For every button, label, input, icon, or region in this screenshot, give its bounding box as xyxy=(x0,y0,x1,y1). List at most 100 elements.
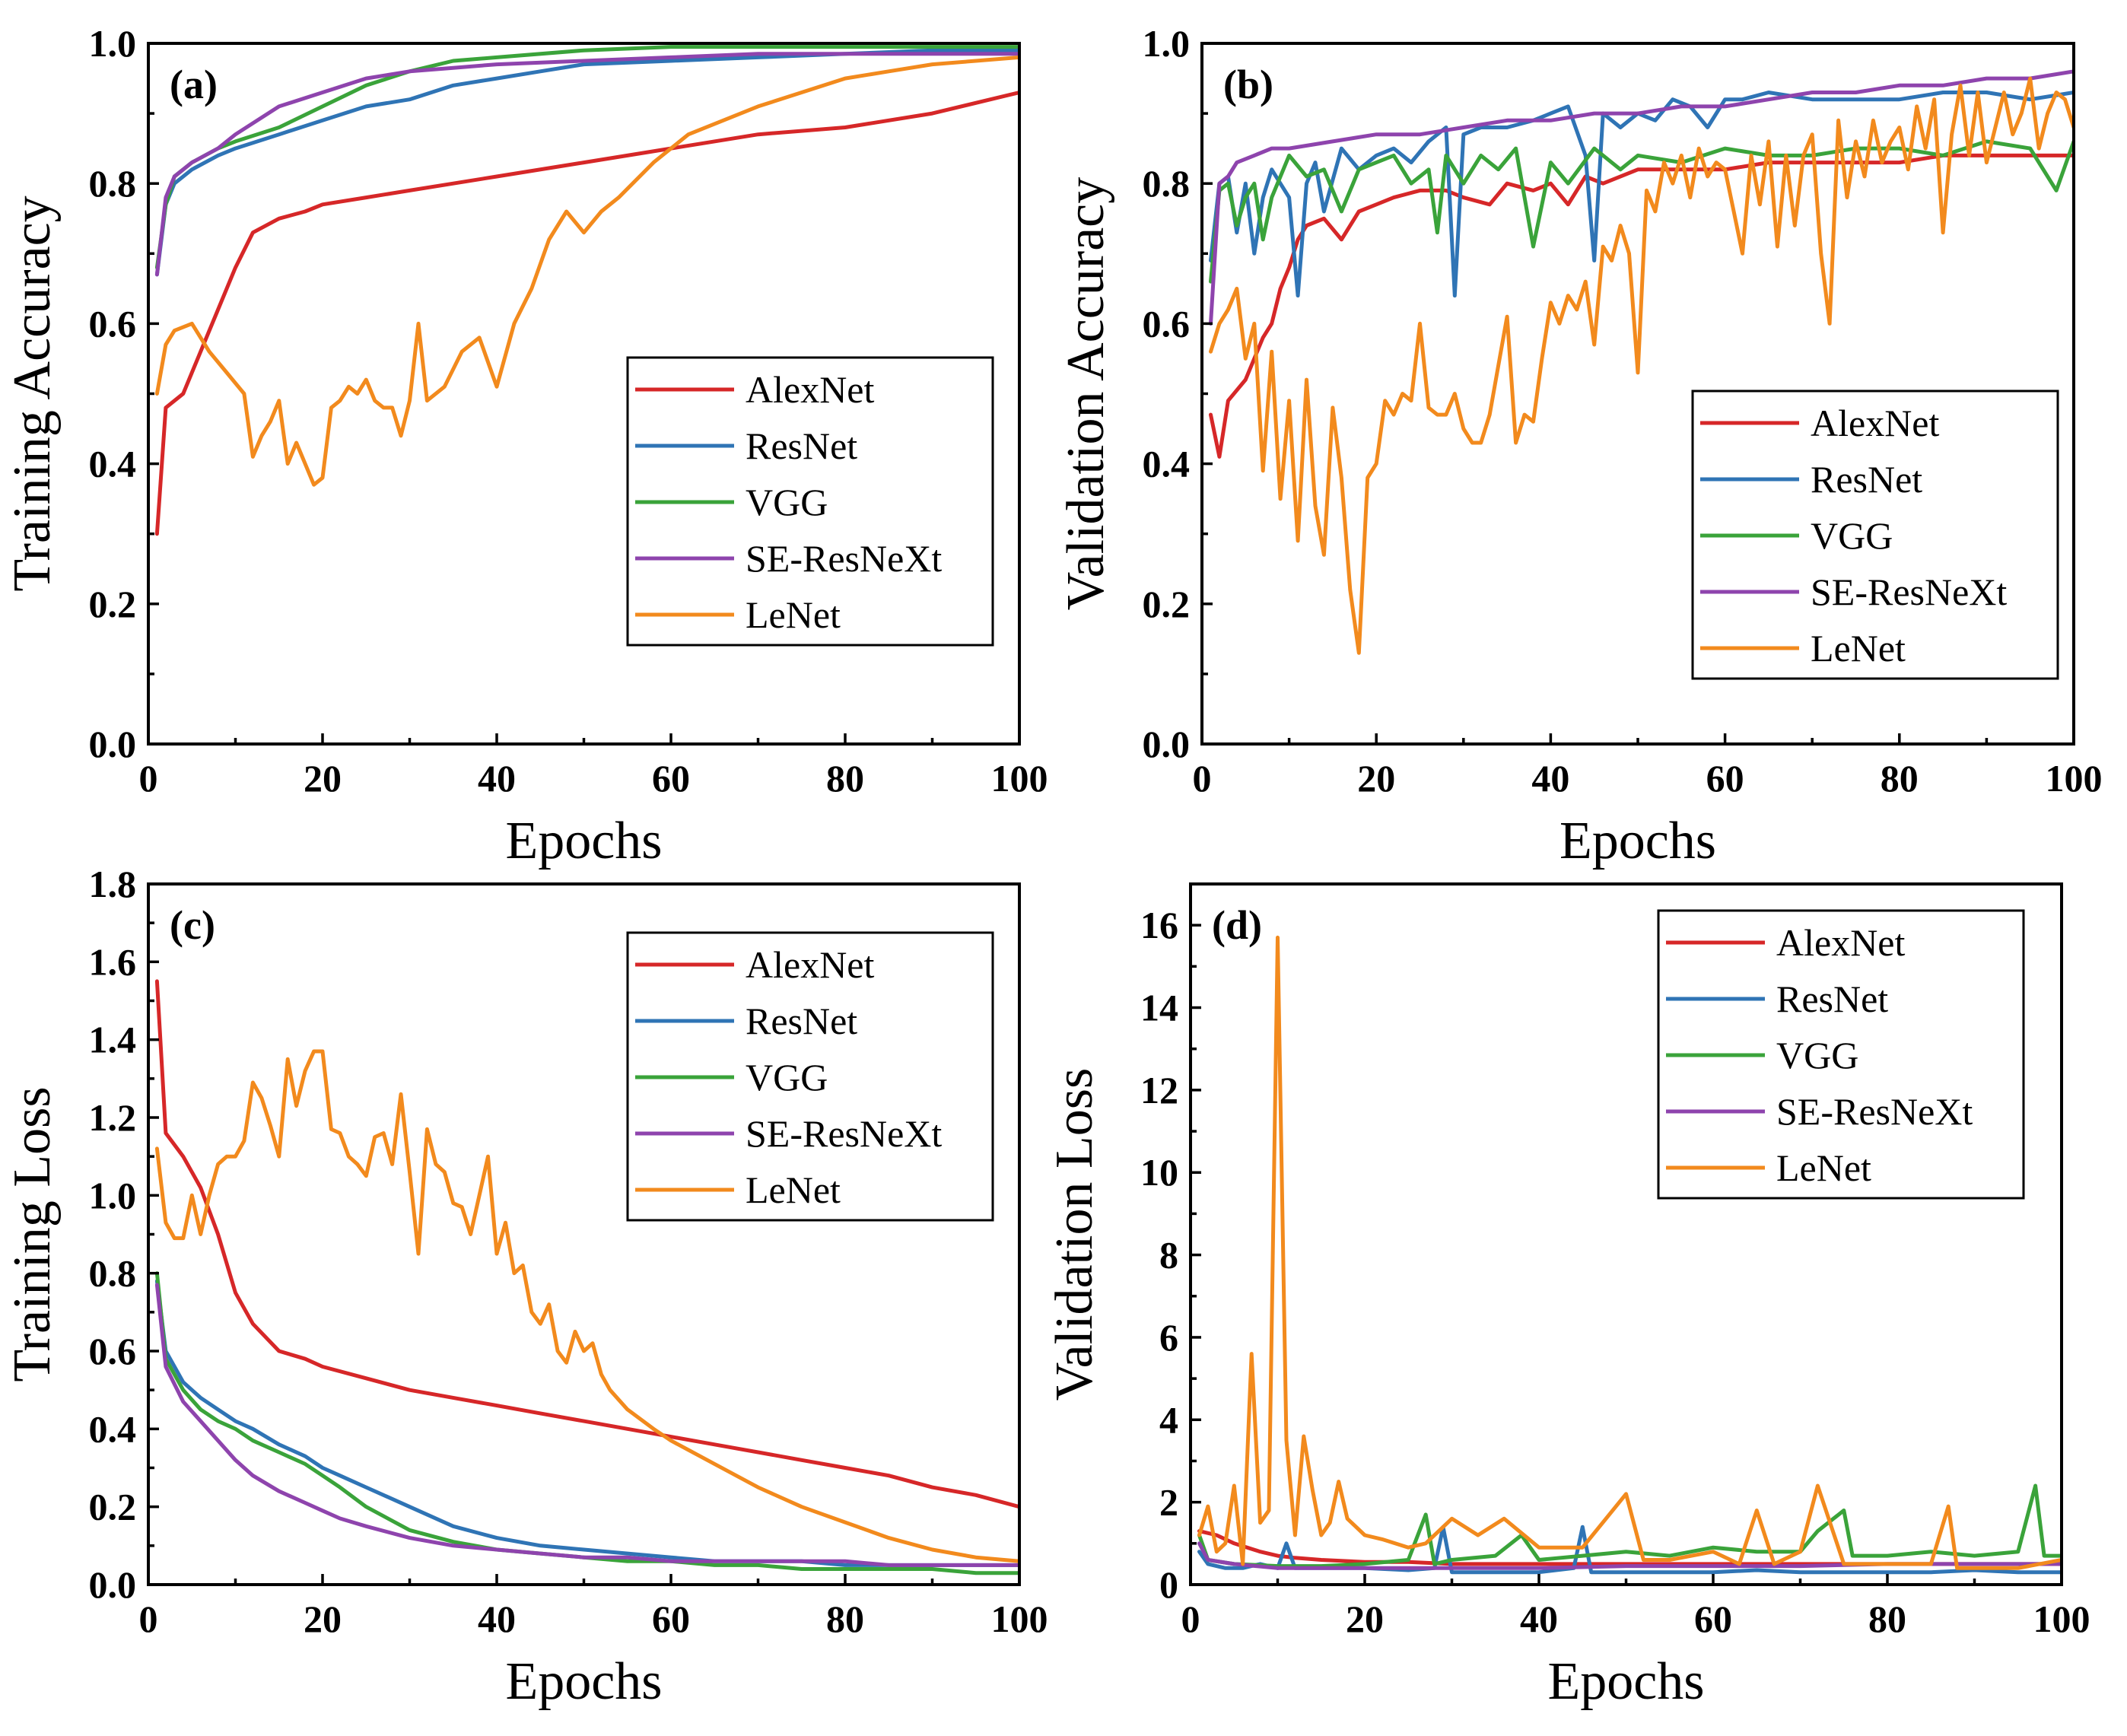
series-group xyxy=(1209,69,2074,655)
x-axis-title: Epochs xyxy=(505,812,662,870)
y-tick-label: 12 xyxy=(1140,1069,1178,1111)
series-line-alexnet xyxy=(154,979,1019,1509)
chart-panel-4: 0 20 40 60 80 100 0 2 4 6 8 10 12 14 16 Epochs Validatio… xyxy=(1045,882,2090,1711)
x-tick-label: 80 xyxy=(826,757,864,800)
legend: AlexNet ResNet VGG SE-ResNeXt LeNet xyxy=(1691,389,2059,680)
x-tick-label: 40 xyxy=(478,1598,516,1640)
series-line-lenet xyxy=(154,1049,1019,1563)
series-line-vgg xyxy=(1197,1483,2062,1569)
legend-label: ResNet xyxy=(1811,458,1922,501)
y-axis-title: Training Accuracy xyxy=(3,196,62,591)
y-tick-label: 0.2 xyxy=(89,583,137,625)
legend-label: SE-ResNeXt xyxy=(1776,1090,1973,1133)
legend-label: ResNet xyxy=(746,424,857,467)
series-line-resnet xyxy=(154,1279,1019,1567)
y-tick-label: 1.4 xyxy=(89,1019,137,1061)
y-tick-label: 1.8 xyxy=(89,863,137,905)
legend-label: AlexNet xyxy=(746,368,874,411)
series-group xyxy=(154,979,1019,1575)
panel-label: (b) xyxy=(1223,62,1273,107)
series-line-se-resnext xyxy=(1209,69,2074,326)
chart-panel-1: 0 20 40 60 80 100 0.0 0.2 0.4 0.6 0.8 1.0 Epochs Trai… xyxy=(3,22,1048,870)
legend-label: LeNet xyxy=(746,593,841,636)
series-line-se-resnext xyxy=(154,52,1019,277)
x-tick-label: 20 xyxy=(1357,757,1395,800)
x-tick-label: 0 xyxy=(1193,757,1212,800)
legend: AlexNet ResNet VGG SE-ResNeXt LeNet xyxy=(626,356,994,647)
y-tick-label: 4 xyxy=(1159,1398,1178,1441)
legend-label: LeNet xyxy=(1776,1146,1871,1189)
x-axis-title: Epochs xyxy=(505,1652,662,1711)
y-tick-label: 2 xyxy=(1159,1481,1178,1524)
x-tick-label: 0 xyxy=(139,1598,158,1640)
y-tick-label: 0.0 xyxy=(1143,723,1191,765)
series-line-lenet xyxy=(154,55,1019,487)
series-group xyxy=(154,45,1019,536)
y-tick-label: 0.4 xyxy=(89,443,137,485)
series-line-lenet xyxy=(1209,76,2074,655)
legend-label: SE-ResNeXt xyxy=(1811,571,2007,613)
panel-label: (c) xyxy=(170,902,215,948)
y-tick-label: 16 xyxy=(1140,904,1178,946)
x-tick-label: 40 xyxy=(1520,1598,1558,1640)
legend-label: ResNet xyxy=(746,1000,857,1042)
y-tick-label: 0.2 xyxy=(1143,583,1191,625)
series-line-lenet xyxy=(1197,935,2062,1570)
series-line-vgg xyxy=(1209,139,2074,284)
x-tick-label: 0 xyxy=(139,757,158,800)
x-tick-label: 20 xyxy=(304,757,342,800)
series-group xyxy=(1197,935,2062,1575)
x-tick-label: 60 xyxy=(1694,1598,1732,1640)
legend-label: ResNet xyxy=(1776,978,1888,1020)
y-tick-label: 1.0 xyxy=(1143,22,1191,65)
chart-panel-2: 0 20 40 60 80 100 0.0 0.2 0.4 0.6 0.8 1.0 Epochs Vali… xyxy=(1057,22,2103,870)
legend-label: SE-ResNeXt xyxy=(746,1112,942,1155)
y-tick-label: 0.0 xyxy=(89,723,137,765)
legend-label: AlexNet xyxy=(746,943,874,986)
x-tick-label: 100 xyxy=(991,1598,1048,1640)
y-tick-label: 0 xyxy=(1159,1563,1178,1606)
y-tick-label: 0.0 xyxy=(89,1563,137,1606)
x-tick-label: 60 xyxy=(1706,757,1744,800)
legend-label: AlexNet xyxy=(1811,402,1939,444)
y-tick-label: 0.4 xyxy=(1143,443,1191,485)
x-tick-label: 100 xyxy=(2046,757,2103,800)
chart-panel-3: 0 20 40 60 80 100 0.0 0.2 0.4 0.6 0.8 1.0 1.2 1.4 1.6 1… xyxy=(3,863,1048,1711)
y-tick-label: 0.6 xyxy=(89,1330,137,1372)
legend-label: VGG xyxy=(1811,514,1893,557)
y-tick-label: 0.2 xyxy=(89,1486,137,1528)
series-line-vgg xyxy=(154,45,1019,270)
legend-label: VGG xyxy=(746,481,828,523)
series-line-alexnet xyxy=(1209,153,2074,459)
y-tick-label: 1.0 xyxy=(89,1174,137,1216)
y-tick-label: 1.6 xyxy=(89,940,137,983)
legend-label: LeNet xyxy=(1811,627,1906,669)
legend-label: VGG xyxy=(746,1056,828,1099)
y-tick-label: 0.6 xyxy=(1143,302,1191,345)
y-axis-title: Validation Accuracy xyxy=(1057,177,1115,611)
x-tick-label: 80 xyxy=(1881,757,1919,800)
legend: AlexNet ResNet VGG SE-ResNeXt LeNet xyxy=(1657,909,2025,1200)
legend-label: LeNet xyxy=(746,1168,841,1211)
x-tick-label: 80 xyxy=(1868,1598,1906,1640)
legend: AlexNet ResNet VGG SE-ResNeXt LeNet xyxy=(626,931,994,1222)
x-tick-label: 80 xyxy=(826,1598,864,1640)
y-tick-label: 0.8 xyxy=(89,162,137,205)
x-axis-title: Epochs xyxy=(1547,1652,1704,1711)
legend-label: SE-ResNeXt xyxy=(746,537,942,580)
y-tick-label: 0.8 xyxy=(1143,162,1191,205)
y-axis-title: Training Loss xyxy=(3,1086,62,1381)
y-tick-label: 0.6 xyxy=(89,302,137,345)
x-tick-label: 40 xyxy=(478,757,516,800)
y-tick-label: 14 xyxy=(1140,987,1178,1029)
y-tick-label: 0.4 xyxy=(89,1407,137,1450)
y-tick-label: 8 xyxy=(1159,1234,1178,1277)
series-line-se-resnext xyxy=(154,1283,1019,1567)
y-tick-label: 10 xyxy=(1140,1151,1178,1194)
panel-label: (d) xyxy=(1212,902,1262,948)
series-line-resnet xyxy=(154,48,1019,277)
legend-label: AlexNet xyxy=(1776,921,1905,964)
x-tick-label: 20 xyxy=(304,1598,342,1640)
x-tick-label: 40 xyxy=(1531,757,1569,800)
